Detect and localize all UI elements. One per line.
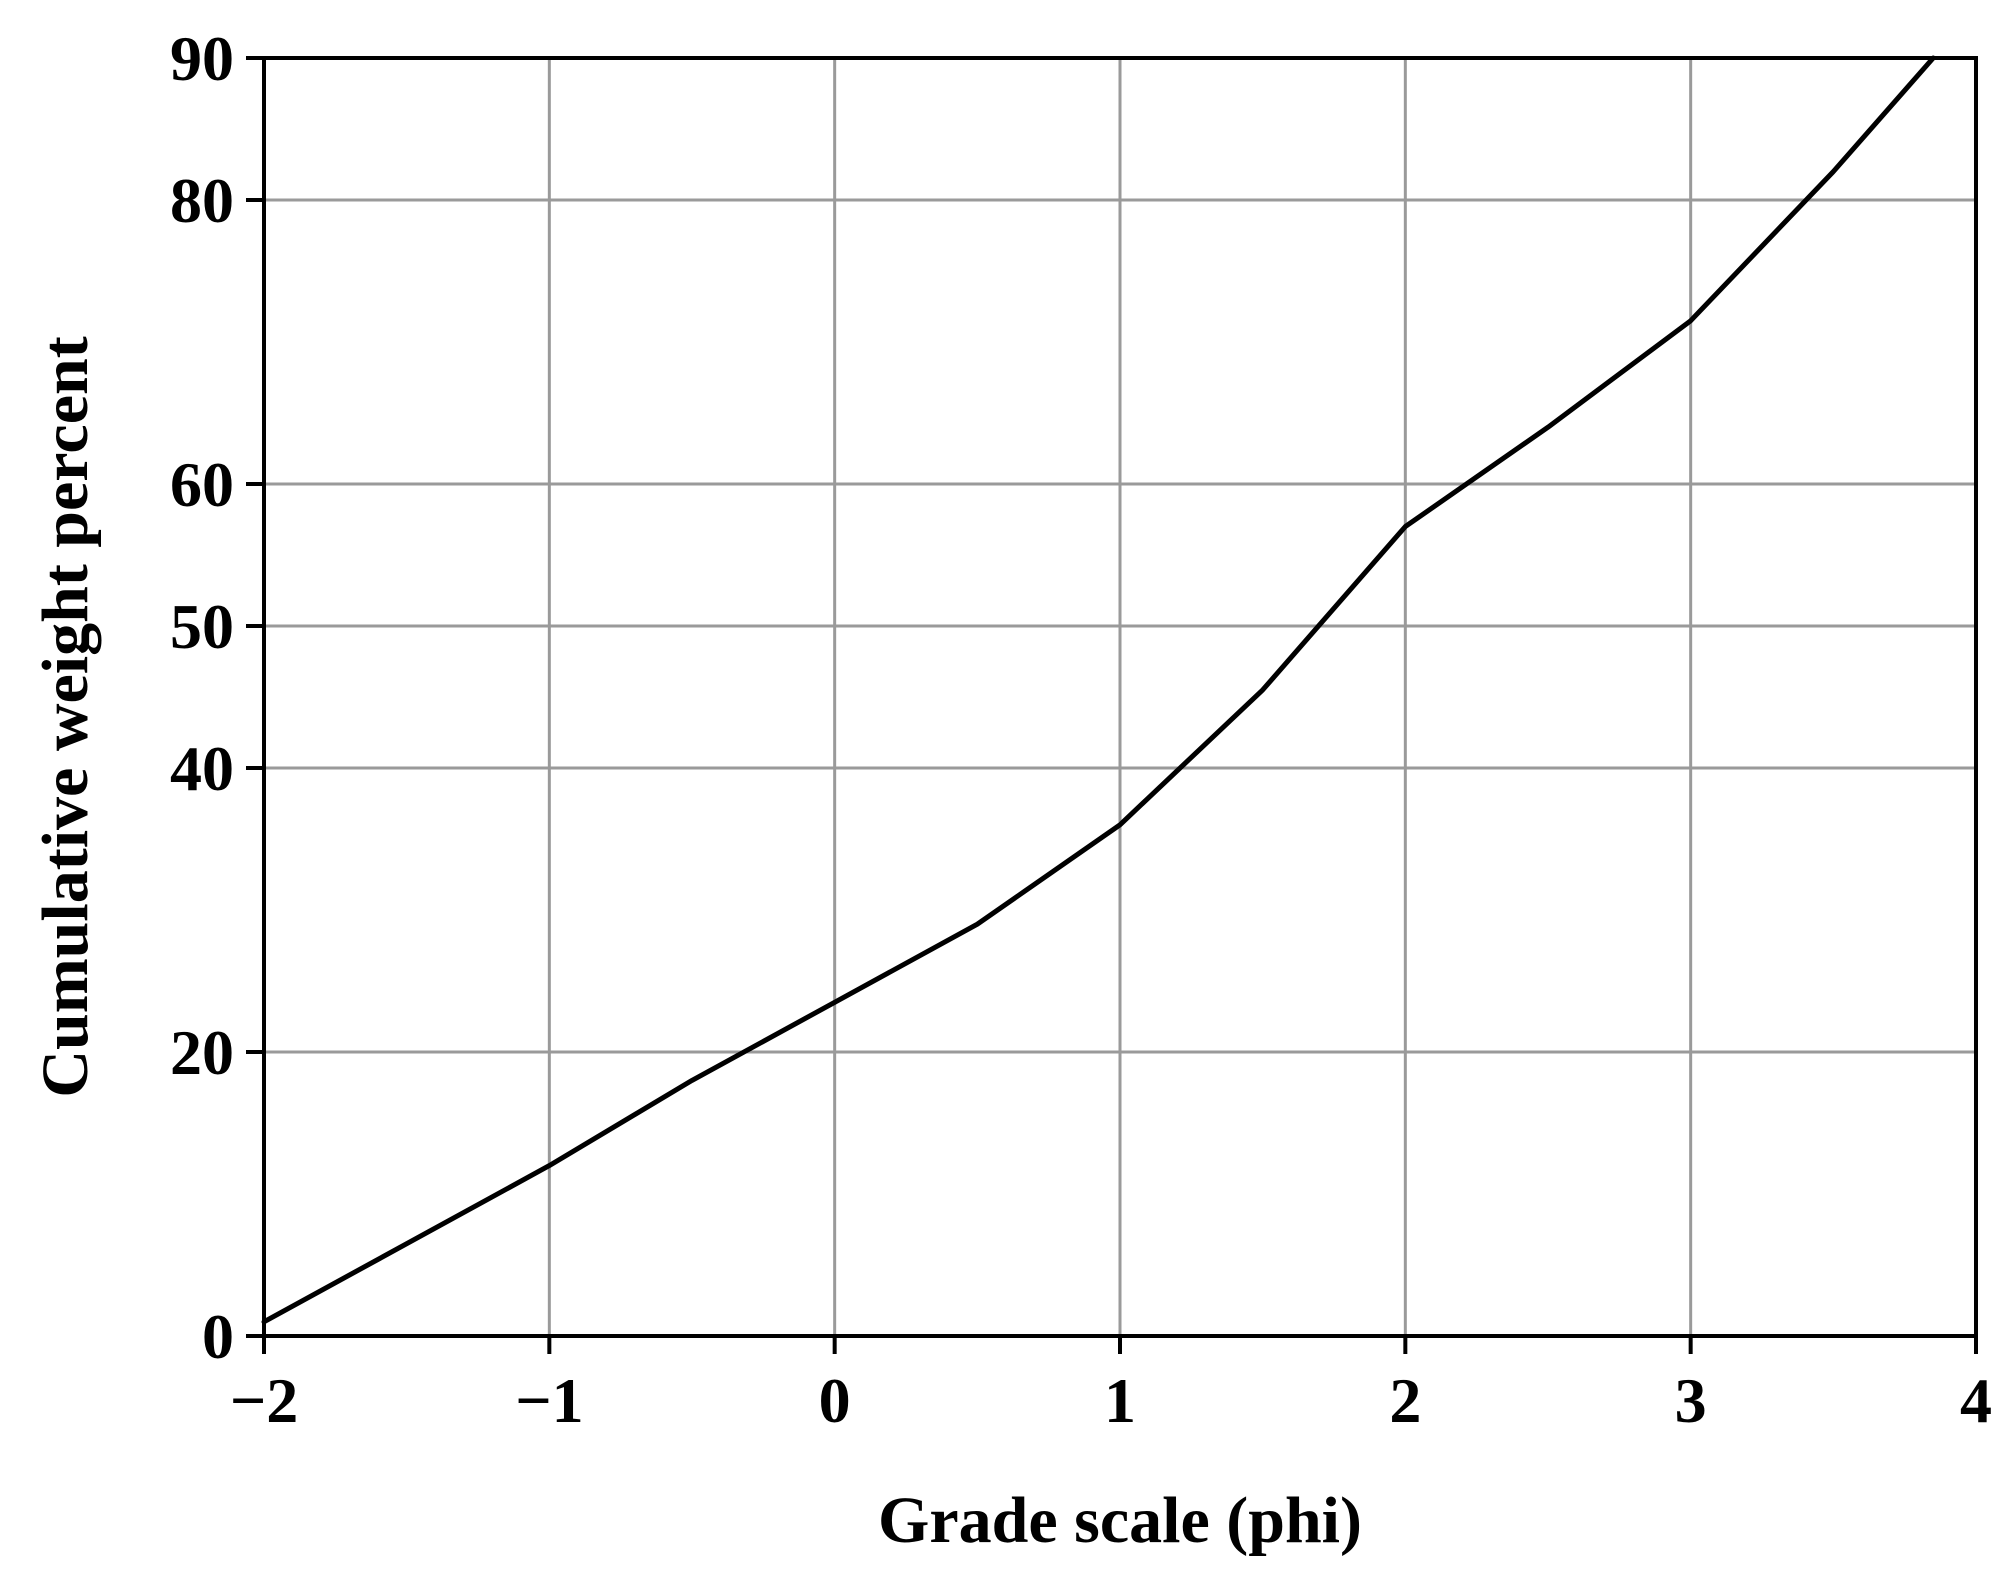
- ticks: [246, 56, 1978, 1354]
- x-tick-label: 3: [1675, 1365, 1707, 1436]
- x-tick-label: −1: [515, 1365, 583, 1436]
- y-tick-label: 20: [170, 1017, 234, 1088]
- x-tick-label: 0: [819, 1365, 851, 1436]
- y-tick-label: 60: [170, 449, 234, 520]
- y-tick-label: 80: [170, 165, 234, 236]
- x-tick-label: 4: [1960, 1365, 1992, 1436]
- x-tick-label: −2: [230, 1365, 298, 1436]
- y-tick-label: 50: [170, 591, 234, 662]
- y-tick-label: 0: [202, 1301, 234, 1372]
- x-axis-label: Grade scale (phi): [878, 1484, 1362, 1557]
- series-line: [261, 55, 1936, 1325]
- x-tick-label: 2: [1389, 1365, 1421, 1436]
- y-tick-label: 90: [170, 23, 234, 94]
- data-series: [261, 55, 1936, 1325]
- y-tick-label: 40: [170, 733, 234, 804]
- y-axis-label: Cumulative weight percent: [29, 336, 102, 1097]
- grid: [262, 56, 1978, 1338]
- x-tick-label: 1: [1104, 1365, 1136, 1436]
